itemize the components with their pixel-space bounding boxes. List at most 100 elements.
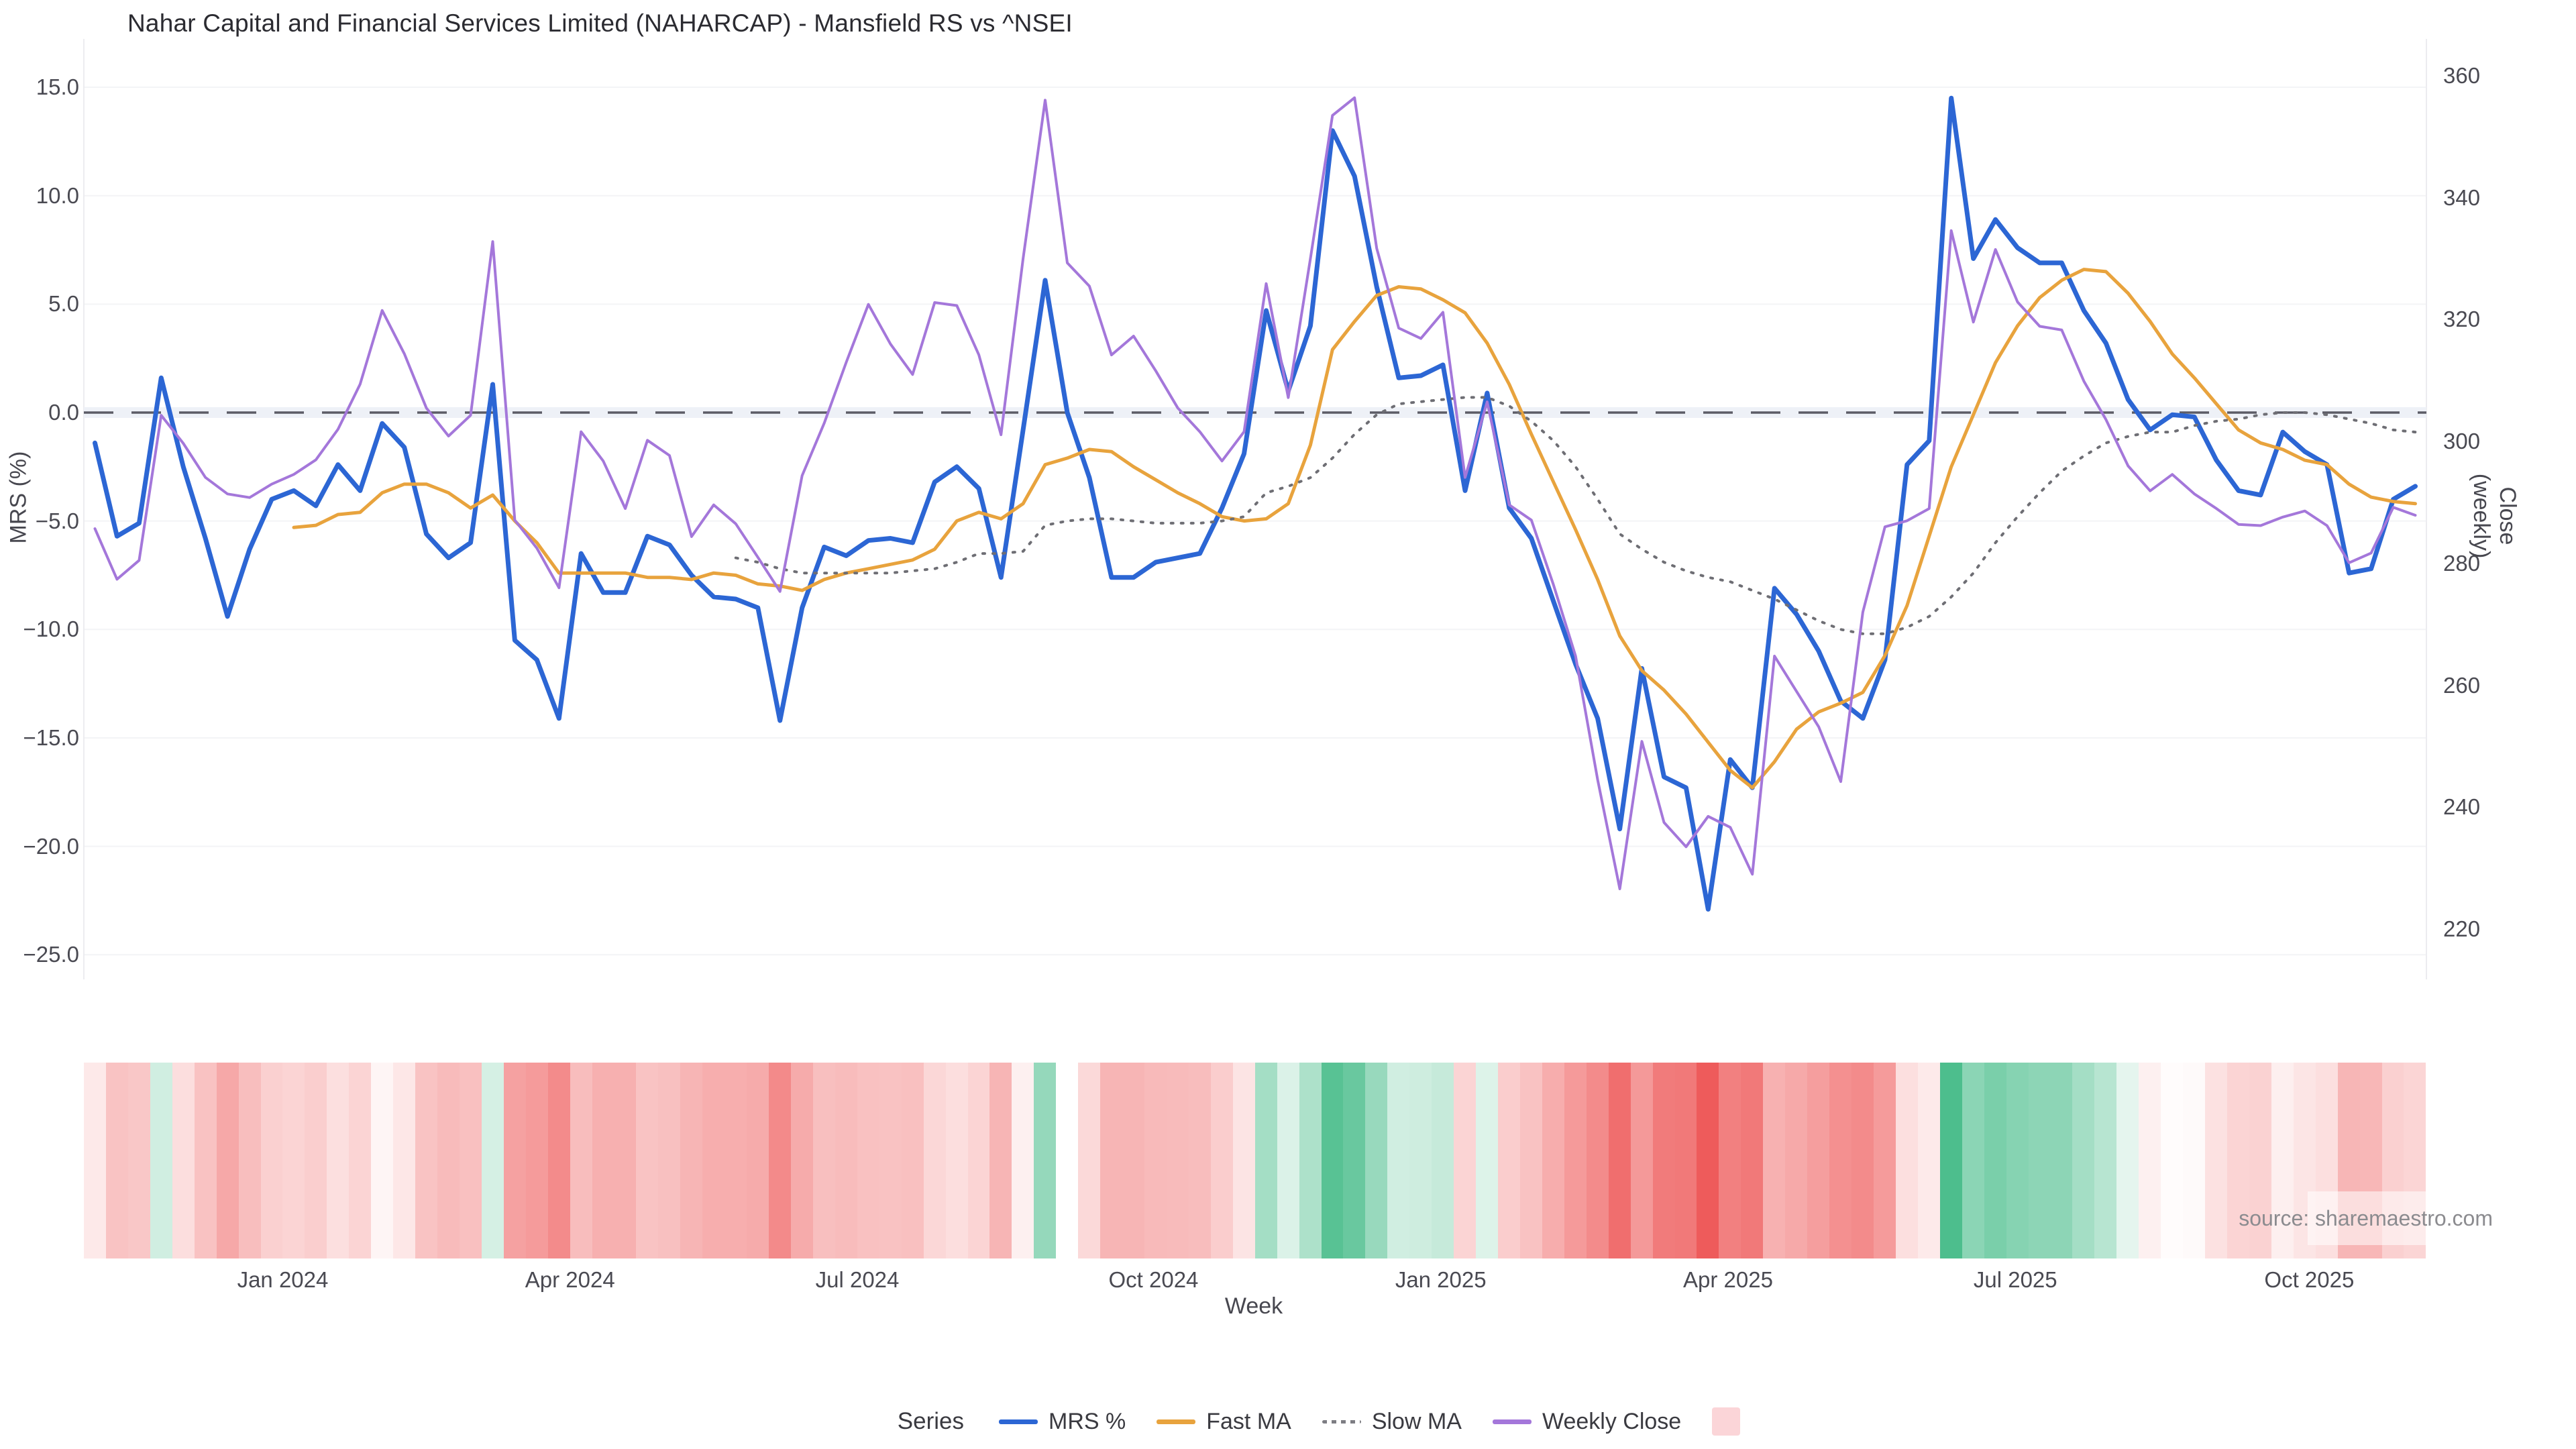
heatmap-cell: [1432, 1063, 1454, 1258]
heatmap-cell: [282, 1063, 305, 1258]
left-tick-label: −10.0: [23, 616, 80, 642]
legend-item-weekly-close[interactable]: Weekly Close: [1492, 1409, 1681, 1435]
right-tick-label: 280: [2443, 550, 2481, 576]
left-tick-label: 10.0: [36, 182, 79, 208]
left-tick-label: −5.0: [35, 508, 79, 533]
heatmap-cell: [1564, 1063, 1587, 1258]
weekly-close-line: [93, 96, 2417, 890]
x-tick-label: Apr 2024: [525, 1267, 615, 1292]
heatmap-cell: [2094, 1063, 2117, 1258]
legend-item-mrs-[interactable]: MRS %: [999, 1409, 1126, 1435]
heatmap-cell: [1939, 1063, 1962, 1258]
heatmap-cell: [1034, 1063, 1057, 1258]
heatmap-cell: [1498, 1063, 1520, 1258]
heatmap-cell: [1873, 1063, 1896, 1258]
heatmap-cell: [1586, 1063, 1609, 1258]
heatmap-cell: [1476, 1063, 1498, 1258]
legend-swatch-dotted-line-icon: [1322, 1419, 1361, 1424]
heatmap-cell: [415, 1063, 437, 1258]
heatmap-cell: [327, 1063, 350, 1258]
heatmap-cell: [503, 1063, 526, 1258]
heatmap-cell: [1321, 1063, 1344, 1258]
heatmap-cell: [1851, 1063, 1874, 1258]
legend-swatch-line-icon: [999, 1419, 1038, 1424]
heatmap-cell: [747, 1063, 769, 1258]
heatmap-cell: [216, 1063, 239, 1258]
heatmap-cell: [1785, 1063, 1808, 1258]
slow-ma-line: [734, 396, 2417, 635]
right-tick-label: 360: [2443, 63, 2481, 88]
heatmap-cell: [1608, 1063, 1631, 1258]
heatmap-cell: [1210, 1063, 1233, 1258]
right-tick-label: 340: [2443, 184, 2481, 210]
heatmap-cell: [260, 1063, 283, 1258]
heatmap-cell: [1166, 1063, 1189, 1258]
x-tick-label: Oct 2025: [2264, 1267, 2355, 1292]
heatmap-cell: [105, 1063, 128, 1258]
heatmap-cell: [1100, 1063, 1123, 1258]
heatmap-cell: [1078, 1063, 1101, 1258]
heatmap-cell: [2249, 1063, 2271, 1258]
heatmap-cell: [194, 1063, 217, 1258]
heatmap-cell: [150, 1063, 172, 1258]
heatmap-cell: [1454, 1063, 1477, 1258]
heatmap-cell: [614, 1063, 637, 1258]
heatmap-cell: [1144, 1063, 1167, 1258]
right-tick-label: 300: [2443, 429, 2481, 454]
left-tick-label: 0.0: [48, 400, 79, 425]
heatmap-cell: [658, 1063, 681, 1258]
legend-item-fast-ma[interactable]: Fast MA: [1157, 1409, 1291, 1435]
heatmap-cell: [702, 1063, 725, 1258]
left-axis-title: MRS (%): [5, 451, 32, 544]
heatmap-cell: [967, 1063, 990, 1258]
x-tick-label: Jul 2025: [1973, 1267, 2057, 1292]
heatmap-cell: [1277, 1063, 1299, 1258]
source-text: source: sharemaestro.com: [2239, 1205, 2493, 1230]
heatmap-cell: [901, 1063, 924, 1258]
heatmap-cell: [1652, 1063, 1675, 1258]
mrs-line: [93, 95, 2418, 912]
heatmap-cell: [2050, 1063, 2073, 1258]
right-tick-label: 240: [2443, 794, 2481, 820]
heatmap-cell: [791, 1063, 813, 1258]
legend-title: Series: [897, 1408, 965, 1434]
left-tick-label: −15.0: [23, 724, 80, 750]
legend-item-heatmap[interactable]: [1712, 1407, 1741, 1436]
heatmap-cell: [945, 1063, 968, 1258]
heatmap-cell: [2028, 1063, 2051, 1258]
x-tick-label: Jul 2024: [815, 1267, 900, 1292]
heatmap-cell: [547, 1063, 570, 1258]
heatmap-cell: [172, 1063, 195, 1258]
legend-item-label: Slow MA: [1371, 1408, 1462, 1434]
legend-item-slow-ma[interactable]: Slow MA: [1322, 1409, 1462, 1435]
x-tick-label: Jan 2025: [1395, 1267, 1487, 1292]
heatmap-cell: [1984, 1063, 2006, 1258]
heatmap-cell: [1188, 1063, 1211, 1258]
heatmap-cell: [2183, 1063, 2205, 1258]
heatmap-cell: [2271, 1063, 2294, 1258]
heatmap-cell: [812, 1063, 835, 1258]
heatmap-cell: [724, 1063, 747, 1258]
heatmap-cell: [525, 1063, 548, 1258]
heatmap-cell: [2139, 1063, 2161, 1258]
legend: Series MRS % Fast MA Slow MA Weekly Close: [0, 1407, 2576, 1436]
heatmap-cell: [1254, 1063, 1277, 1258]
heatmap-cell: [989, 1063, 1012, 1258]
heatmap-cell: [923, 1063, 946, 1258]
heatmap-cell: [1056, 1063, 1079, 1258]
heatmap-cell: [2072, 1063, 2095, 1258]
heatmap-cell: [1763, 1063, 1786, 1258]
heatmap-cell: [1387, 1063, 1410, 1258]
heatmap-cell: [1741, 1063, 1764, 1258]
mrs-heatmap-strip: [84, 1063, 2426, 1258]
heatmap-cell: [393, 1063, 416, 1258]
heatmap-cell: [437, 1063, 460, 1258]
legend-items: Series MRS % Fast MA Slow MA Weekly Close: [897, 1407, 1741, 1436]
heatmap-cell: [459, 1063, 482, 1258]
heatmap-cell: [1122, 1063, 1144, 1258]
heatmap-cell: [2006, 1063, 2029, 1258]
x-tick-label: Jan 2024: [237, 1267, 329, 1292]
heatmap-cell: [592, 1063, 614, 1258]
heatmap-cell: [835, 1063, 857, 1258]
heatmap-cell: [238, 1063, 261, 1258]
